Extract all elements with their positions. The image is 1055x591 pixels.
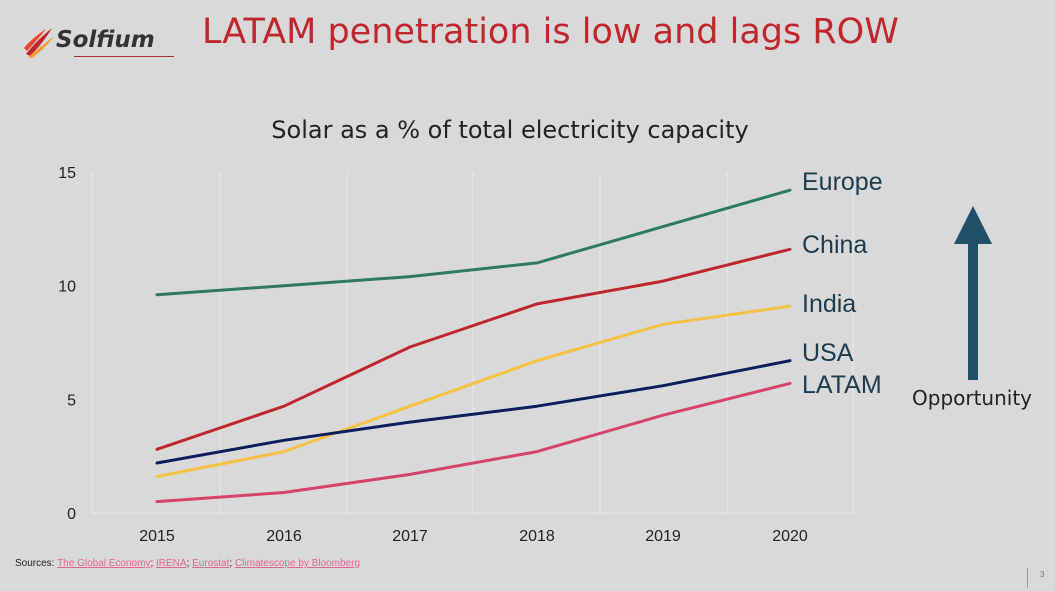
x-tick-label: 2019 (645, 528, 681, 545)
source-link[interactable]: Eurostat (192, 558, 230, 569)
source-link[interactable]: Climatescope by Bloomberg (234, 558, 361, 569)
series-line-latam (155, 381, 792, 504)
opportunity-label: Opportunity (912, 386, 1033, 410)
series-label-latam: LATAM (802, 371, 882, 400)
series-line-india (155, 304, 792, 479)
y-tick-label: 10 (58, 279, 76, 296)
series-label-india: India (802, 290, 857, 319)
x-tick-label: 2015 (139, 528, 175, 545)
series-line-china (155, 247, 792, 451)
logo-wordmark: Solfium (56, 27, 155, 53)
sources-footnote: Sources: The Global Economy; IRENA; Euro… (15, 558, 361, 569)
flame-icon (24, 28, 54, 58)
y-tick-label: 15 (58, 165, 76, 182)
slide-title: LATAM penetration is low and lags ROW (202, 12, 899, 52)
sources-label: Sources: (15, 558, 58, 569)
y-tick-label: 0 (67, 506, 76, 523)
series-label-usa: USA (802, 338, 854, 367)
page-divider (1027, 568, 1028, 588)
arrow-up-icon (954, 206, 992, 380)
y-tick-label: 5 (67, 392, 76, 409)
x-tick-label: 2020 (772, 528, 808, 545)
series-line-usa (155, 359, 792, 465)
series-label-europe: Europe (802, 168, 883, 197)
x-tick-label: 2017 (392, 528, 428, 545)
chart-title: Solar as a % of total electricity capaci… (271, 116, 749, 144)
x-tick-label: 2018 (519, 528, 555, 545)
x-tick-label: 2016 (266, 528, 302, 545)
source-link[interactable]: IRENA (156, 558, 187, 569)
solfium-logo: Solfium (22, 22, 174, 62)
series-line-europe (155, 188, 792, 297)
page-number: 3 (1040, 570, 1045, 579)
source-link[interactable]: The Global Economy (57, 558, 151, 569)
opportunity-arrow (954, 206, 992, 380)
logo-underline (74, 56, 174, 57)
series-label-china: China (802, 231, 868, 260)
